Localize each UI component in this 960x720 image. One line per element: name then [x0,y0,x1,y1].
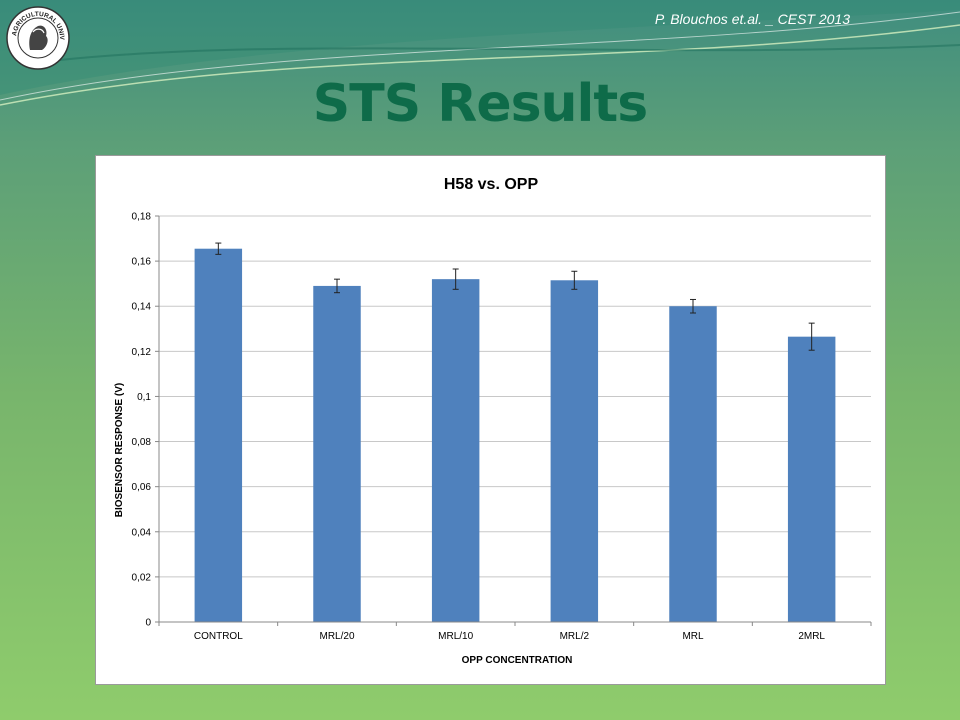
chart-title: H58 vs. OPP [444,176,539,193]
y-tick-label: 0,1 [137,392,151,403]
author-credit: P. Blouchos et.al. _ CEST 2013 [654,11,850,27]
header-swoosh [0,0,960,106]
bar-control [194,248,243,622]
y-tick-label: 0,08 [132,437,152,448]
x-axis-title: OPP CONCENTRATION [462,655,573,666]
bar-2mrl [787,336,836,622]
bar-mrl [669,306,717,622]
bar-mrl-10 [431,279,480,622]
x-tick-label: MRL/20 [319,631,354,642]
x-tick-label: MRL/2 [560,631,590,642]
x-tick-label: MRL [682,631,704,642]
bar-mrl-2 [550,280,599,622]
x-tick-label: CONTROL [194,631,243,642]
y-tick-label: 0,18 [132,212,152,223]
x-tick-label: MRL/10 [438,631,473,642]
y-tick-label: 0 [145,618,151,629]
y-tick-label: 0,06 [132,482,152,493]
bar-mrl-20 [313,285,361,622]
y-tick-label: 0,04 [132,527,152,538]
y-tick-label: 0,02 [132,572,152,583]
y-tick-label: 0,12 [132,347,152,358]
y-axis-title: BIOSENSOR RESPONSE (V) [114,383,125,517]
x-tick-label: 2MRL [798,631,825,642]
chart-svg: H58 vs. OPP 0 0,02 0,04 0,06 0,08 0,1 0,12 0,14… [114,176,872,666]
bar-chart: H58 vs. OPP 0 0,02 0,04 0,06 0,08 0,1 0,12 0,14… [95,155,886,685]
slide-title: STS Results [312,74,648,134]
y-tick-label: 0,16 [132,257,152,268]
y-tick-label: 0,14 [132,302,152,313]
university-logo: AGRICULTURAL UNIVERSITY OF ATHENS [3,1,70,70]
